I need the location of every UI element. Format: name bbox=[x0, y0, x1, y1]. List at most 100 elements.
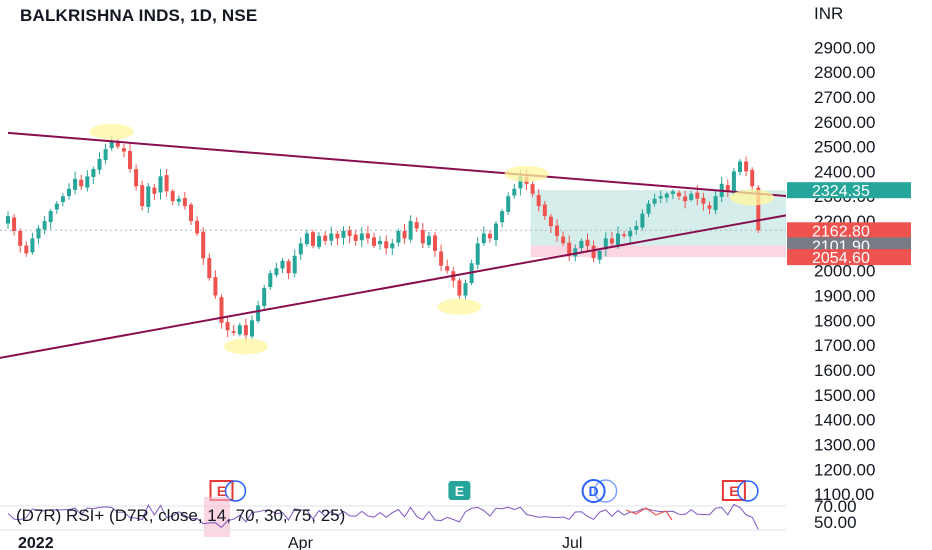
candle-body bbox=[67, 188, 71, 197]
candle-body bbox=[622, 234, 627, 236]
candle bbox=[189, 202, 193, 225]
earnings-event-marker[interactable]: E bbox=[721, 480, 759, 502]
split-event-marker[interactable]: E bbox=[448, 481, 471, 500]
candle-body bbox=[512, 188, 517, 196]
candle-body bbox=[311, 232, 315, 246]
candle-body bbox=[494, 223, 498, 241]
lower-trendline[interactable] bbox=[0, 213, 789, 372]
candle bbox=[152, 184, 157, 200]
candle-body bbox=[744, 161, 749, 172]
candle-body bbox=[6, 216, 10, 224]
price-axis[interactable]: 1100.00 1200.00 1300.00 1400.00 1500.00 1600.… bbox=[786, 0, 932, 550]
candle bbox=[237, 322, 242, 337]
candle bbox=[48, 208, 53, 230]
candle bbox=[396, 228, 401, 247]
candle-body bbox=[677, 192, 681, 197]
candle-body bbox=[573, 248, 578, 257]
candle-body bbox=[420, 230, 425, 244]
candle-body bbox=[182, 198, 187, 207]
price-tick-label: 2800.00 bbox=[814, 63, 875, 82]
event-badge-ring bbox=[593, 479, 618, 503]
candle bbox=[201, 227, 206, 266]
candle bbox=[683, 190, 688, 209]
time-tick-label: Jul bbox=[562, 535, 582, 550]
event-letter: E bbox=[729, 483, 738, 499]
candle bbox=[335, 231, 340, 246]
rsi-indicator-label[interactable]: (D7R) RSI+ (D7R, close, 14, 70, 30, 75, … bbox=[16, 506, 346, 525]
price-tick-label: 1600.00 bbox=[814, 361, 875, 380]
candle bbox=[286, 259, 291, 280]
candle-body bbox=[243, 325, 248, 336]
candle bbox=[487, 230, 492, 243]
candle bbox=[652, 193, 657, 207]
candle bbox=[378, 235, 383, 250]
candle-body bbox=[207, 257, 212, 279]
candle-body bbox=[616, 233, 620, 245]
price-tick-label: 1200.00 bbox=[814, 460, 875, 479]
candle-body bbox=[396, 230, 401, 243]
candle-body bbox=[634, 226, 639, 230]
candle-body bbox=[335, 233, 340, 239]
dividend-event-marker[interactable]: D bbox=[581, 479, 618, 503]
candle-body bbox=[372, 237, 376, 246]
candle-body bbox=[652, 198, 657, 204]
candle bbox=[384, 235, 389, 255]
candle bbox=[12, 214, 17, 236]
candle bbox=[54, 201, 59, 214]
candle-body bbox=[280, 260, 285, 269]
candle bbox=[280, 258, 285, 274]
candle-body bbox=[561, 236, 566, 244]
pivot-highlight bbox=[89, 123, 134, 140]
candle bbox=[140, 180, 145, 211]
candle bbox=[414, 217, 419, 233]
candle bbox=[372, 232, 376, 249]
upper-trendline[interactable] bbox=[7, 131, 789, 198]
candle-body bbox=[683, 196, 688, 202]
candle-body bbox=[79, 179, 84, 187]
candle bbox=[243, 318, 248, 342]
price-tick-label: 2400.00 bbox=[814, 162, 875, 181]
candle-body bbox=[176, 198, 181, 202]
candle bbox=[353, 230, 358, 246]
candle bbox=[622, 231, 627, 239]
candle-body bbox=[457, 280, 462, 296]
candle bbox=[36, 225, 41, 245]
candle bbox=[97, 152, 102, 175]
candle-body bbox=[146, 186, 151, 207]
candle bbox=[634, 220, 639, 235]
candle bbox=[494, 220, 498, 247]
price-label-box bbox=[787, 182, 911, 199]
candle bbox=[536, 189, 541, 212]
rsi-line bbox=[7, 503, 759, 530]
candle-body bbox=[48, 211, 53, 223]
candle-body bbox=[542, 204, 547, 217]
candle bbox=[445, 259, 450, 274]
candle bbox=[561, 231, 566, 247]
time-axis[interactable]: 2022 Apr Jul bbox=[0, 529, 786, 550]
candle-body bbox=[695, 192, 700, 199]
candle-body bbox=[237, 325, 242, 335]
candle bbox=[597, 248, 602, 264]
candle-body bbox=[30, 238, 35, 253]
candle bbox=[18, 228, 23, 253]
candle-body bbox=[329, 233, 334, 241]
candle bbox=[6, 211, 10, 229]
candle-body bbox=[591, 245, 596, 259]
price-tick-label: 2900.00 bbox=[814, 38, 875, 57]
candle bbox=[609, 231, 614, 248]
candle bbox=[603, 232, 608, 257]
trendlines[interactable] bbox=[0, 131, 789, 372]
candle bbox=[548, 213, 553, 234]
candle bbox=[219, 294, 224, 329]
candle-body bbox=[54, 203, 59, 210]
earnings-event-marker[interactable]: E bbox=[209, 480, 247, 502]
candle bbox=[158, 169, 163, 200]
candle-body bbox=[91, 168, 96, 177]
candle-body bbox=[292, 255, 297, 274]
candle-body bbox=[481, 233, 486, 244]
candle bbox=[506, 192, 511, 216]
